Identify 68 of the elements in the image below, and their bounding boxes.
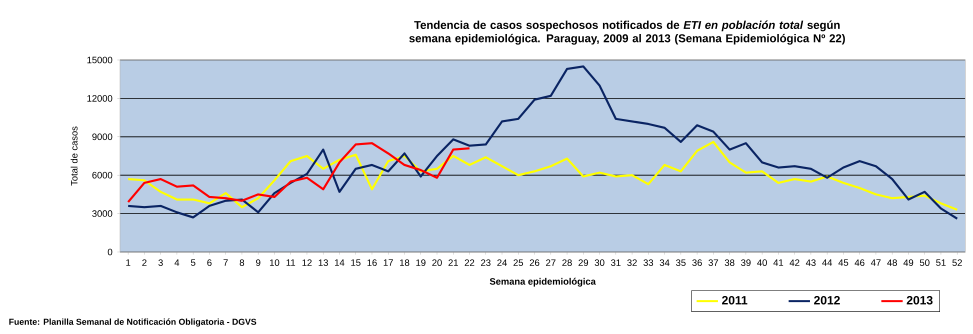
y-tick-label: 0 <box>108 248 112 256</box>
x-tick-label: 48 <box>887 259 897 266</box>
x-tick-label: 22 <box>464 259 474 266</box>
chart-title: Tendencia de casos sospechosos notificados de ETI en población total según semana epidemiológica. Paraguay, 2009 al 2013 (Semana Epidemiológica Nº 22) <box>409 20 845 45</box>
x-tick-label: 34 <box>660 259 670 266</box>
y-tick-label: 15000 <box>87 56 112 64</box>
source-note: Fuente: Planilla Semanal de Notificación Obligatoria - DGVS <box>9 318 256 327</box>
x-tick-label: 41 <box>773 259 784 266</box>
x-tick-label: 24 <box>497 259 507 266</box>
x-tick-label: 37 <box>708 259 718 266</box>
x-tick-label: 16 <box>368 259 377 266</box>
x-tick-label: 26 <box>530 259 540 266</box>
x-tick-label: 9 <box>256 259 260 266</box>
y-tick-label: 9000 <box>92 134 112 140</box>
x-tick-label: 44 <box>822 259 832 266</box>
x-tick-label: 30 <box>594 259 604 266</box>
x-tick-label: 2 <box>142 259 147 266</box>
x-tick-label: 43 <box>806 259 816 266</box>
x-axis-title: Semana epidemiológica <box>490 278 596 287</box>
x-tick-label: 10 <box>270 259 280 266</box>
y-tick-label: 6000 <box>92 172 112 178</box>
x-tick-label: 35 <box>676 259 686 266</box>
x-tick-label: 25 <box>514 259 524 266</box>
x-tick-label: 42 <box>790 259 800 266</box>
x-tick-label: 20 <box>432 259 442 266</box>
x-tick-label: 6 <box>207 259 212 266</box>
legend-label: 2013 <box>906 296 933 304</box>
legend-label: 2012 <box>814 296 840 304</box>
x-tick-label: 11 <box>286 259 296 266</box>
x-tick-label: 14 <box>334 259 344 266</box>
x-tick-label: 29 <box>578 259 588 266</box>
x-tick-label: 17 <box>384 259 393 266</box>
x-tick-label: 38 <box>724 259 734 266</box>
x-tick-label: 32 <box>627 259 637 266</box>
x-tick-label: 23 <box>481 259 491 266</box>
x-tick-label: 13 <box>318 259 328 266</box>
x-tick-label: 39 <box>741 259 751 266</box>
legend-label: 2011 <box>722 296 748 304</box>
x-tick-label: 40 <box>757 259 767 266</box>
x-tick-label: 12 <box>302 259 312 266</box>
x-tick-label: 27 <box>546 259 556 266</box>
x-tick-label: 47 <box>870 259 881 266</box>
x-tick-label: 51 <box>936 259 946 266</box>
y-axis-title: Total de casos <box>70 126 78 186</box>
x-tick-label: 1 <box>126 259 130 266</box>
x-tick-label: 49 <box>903 259 914 266</box>
line-series <box>127 65 958 220</box>
x-tick-label: 7 <box>224 259 228 266</box>
x-tick-label: 5 <box>190 259 196 266</box>
x-tick-label: 28 <box>562 259 572 266</box>
x-tick-label: 52 <box>952 259 962 266</box>
x-tick-label: 4 <box>174 259 180 266</box>
x-tick-label: 46 <box>854 259 864 266</box>
x-tick-label: 18 <box>400 259 410 266</box>
x-tick-label: 3 <box>158 259 163 266</box>
x-tick-label: 8 <box>240 259 244 266</box>
x-tick-label: 21 <box>448 259 458 266</box>
x-tick-label: 15 <box>351 259 361 266</box>
x-tick-label: 50 <box>920 259 930 266</box>
x-tick-label: 36 <box>692 259 702 266</box>
x-tick-label: 33 <box>644 259 654 266</box>
x-tick-label: 45 <box>838 259 848 266</box>
line-series <box>127 142 471 204</box>
y-tick-label: 12000 <box>87 95 112 102</box>
line-series <box>127 140 958 211</box>
y-tick-label: 3000 <box>92 210 112 217</box>
x-tick-label: 19 <box>416 259 426 266</box>
x-tick-label: 31 <box>610 259 621 266</box>
